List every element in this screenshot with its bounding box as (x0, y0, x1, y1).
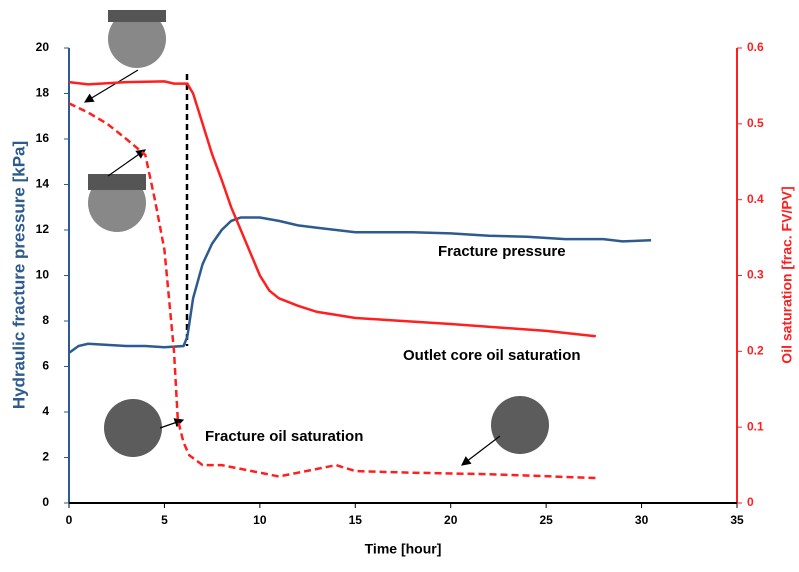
x-tick-label: 35 (730, 513, 744, 527)
y-axis-label: Hydraulic fracture pressure [kPa] (9, 141, 28, 409)
arrows (83, 69, 501, 466)
series-line (68, 216, 652, 354)
core-image (491, 396, 549, 454)
annotation: Fracture oil saturation (205, 428, 363, 445)
core-images (88, 10, 549, 457)
x-tick-label: 15 (349, 513, 363, 527)
annotation: Fracture pressure (438, 243, 566, 260)
y2-tick-label: 0.4 (747, 192, 764, 206)
x-tick-label: 20 (444, 513, 458, 527)
core-image (104, 399, 162, 457)
y-tick-label: 16 (36, 131, 50, 145)
y2-tick-label: 0.3 (747, 268, 764, 282)
x-tick-label: 0 (66, 513, 73, 527)
annotation: Outlet core oil saturation (403, 347, 581, 364)
x-tick-label: 30 (635, 513, 649, 527)
series-line (68, 80, 596, 338)
x-tick-label: 10 (253, 513, 267, 527)
y2-tick-label: 0.1 (747, 419, 764, 433)
y-tick-label: 14 (36, 177, 50, 191)
y2-axis-label: Oil saturation [frac. FV/PV] (779, 186, 795, 363)
core-image-top (108, 10, 166, 22)
y2-tick-label: 0 (747, 495, 754, 509)
y-tick-label: 12 (36, 222, 50, 236)
core-image (108, 10, 166, 68)
y-tick-label: 6 (42, 359, 49, 373)
y2-tick-label: 0.5 (747, 116, 764, 130)
x-axis-label: Time [hour] (365, 541, 442, 557)
y-tick-label: 18 (36, 86, 50, 100)
y2-tick-label: 0.6 (747, 40, 764, 54)
y-tick-label: 20 (36, 40, 50, 54)
arrow (159, 418, 185, 429)
arrow (107, 149, 146, 177)
core-image-top (88, 174, 146, 190)
arrow (83, 69, 139, 103)
y-tick-label: 10 (36, 268, 50, 282)
arrow (461, 435, 501, 466)
series-line (68, 102, 596, 480)
y-tick-label: 0 (42, 495, 49, 509)
y-tick-label: 4 (42, 404, 49, 418)
x-tick-label: 25 (539, 513, 553, 527)
y-tick-label: 8 (42, 313, 49, 327)
y-tick-label: 2 (42, 450, 49, 464)
x-tick-label: 5 (161, 513, 168, 527)
y2-tick-label: 0.2 (747, 344, 764, 358)
